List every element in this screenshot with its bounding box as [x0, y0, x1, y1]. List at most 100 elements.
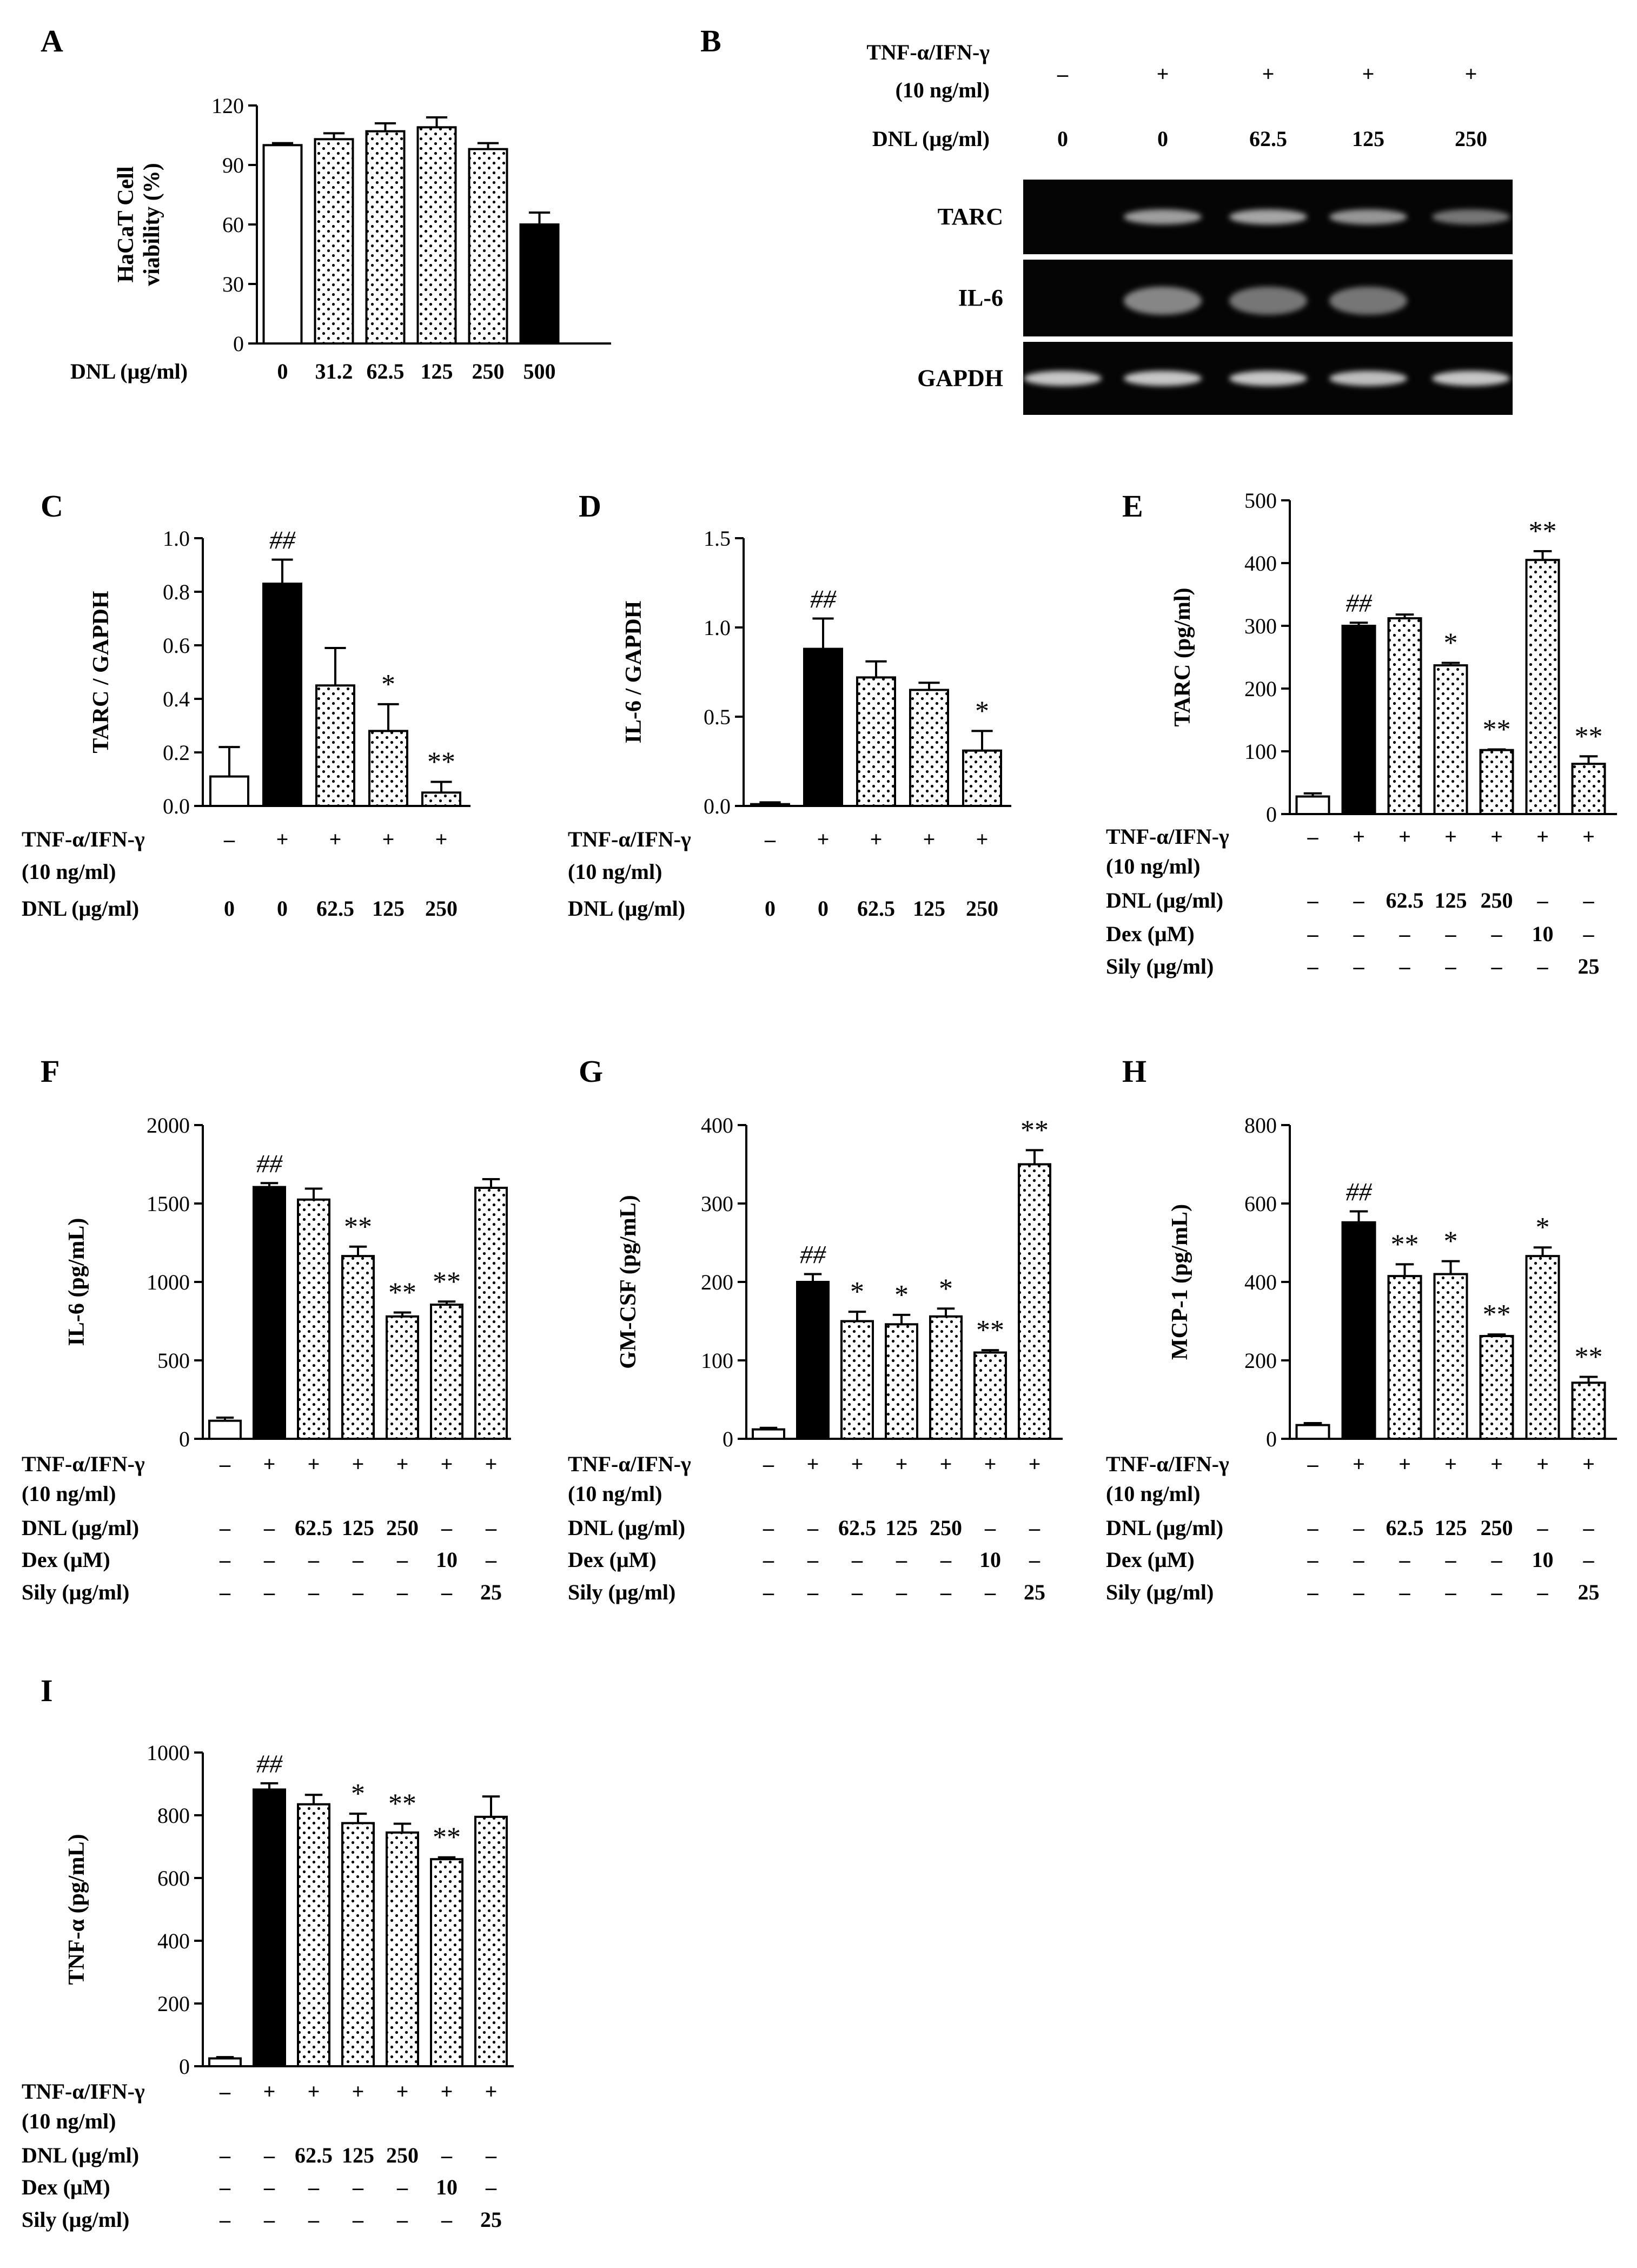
treatment-value: +: [263, 2079, 276, 2104]
y-axis-label: HaCaT Cell: [114, 166, 138, 282]
treatment-label: TNF-α/IFN-γ: [1106, 824, 1229, 849]
treatment-value: –: [984, 1516, 996, 1540]
y-tick-label: 0.6: [163, 633, 190, 658]
bar: [208, 2057, 242, 2067]
bar: [750, 803, 790, 807]
treatment-value: –: [1307, 1516, 1319, 1540]
treatment-label: (10 ng/ml): [1106, 854, 1200, 878]
y-axis-label: IL-6 / GAPDH: [621, 601, 646, 744]
bar: [1433, 664, 1468, 815]
y-tick-label: 1.5: [704, 526, 731, 551]
band-label: GAPDH: [917, 365, 1003, 392]
bar: [386, 1831, 419, 2067]
treatment-value: –: [219, 1452, 231, 1476]
treatment-value: +: [263, 1452, 276, 1476]
treatment-value: –: [1399, 954, 1411, 978]
significance-mark: *: [850, 1277, 864, 1307]
treatment-value: +: [276, 827, 289, 851]
treatment-value: –: [896, 1548, 907, 1572]
treatment-value: +: [851, 1452, 864, 1476]
treatment-value: –: [1353, 1580, 1365, 1604]
treatment-label: Sily (μg/ml): [1106, 954, 1214, 978]
y-tick-label: 600: [157, 1866, 190, 1890]
treatment-value: –: [1445, 1580, 1457, 1604]
bar: [416, 126, 457, 345]
treatment-value: 62.5: [1386, 888, 1424, 913]
treatment-value: 500: [523, 359, 556, 383]
treatment-value: –: [308, 2175, 320, 2199]
treatment-value: –: [441, 2143, 453, 2167]
treatment-value: +: [1582, 824, 1595, 849]
blot-band: [1229, 371, 1307, 386]
treatment-value: +: [1399, 824, 1411, 849]
bar: [1341, 1221, 1376, 1440]
treatment-value: +: [940, 1452, 952, 1476]
treatment-label: (10 ng/ml): [568, 859, 662, 884]
treatment-label: DNL (μg/ml): [1106, 888, 1223, 913]
y-tick-label: 1500: [147, 1192, 190, 1216]
bar: [430, 1304, 463, 1440]
significance-mark: *: [1444, 627, 1458, 658]
treatment-value: 250: [386, 1516, 419, 1540]
treatment-value: +: [485, 2079, 498, 2104]
panel-f: F 0 500 1000 1500 2000 IL-6 (pg/mL) ## ** ** ** TNF…: [22, 1054, 511, 1604]
treatment-value: 10: [1532, 1548, 1554, 1572]
blot-band: [1329, 209, 1407, 224]
treatment-value: –: [1583, 1548, 1595, 1572]
blot-treatment-value: 0: [1157, 127, 1168, 151]
treatment-value: 125: [342, 1516, 374, 1540]
treatment-value: +: [352, 1452, 364, 1476]
treatment-value: –: [1491, 1580, 1503, 1604]
bar: [430, 1858, 463, 2067]
blot-band: [1124, 371, 1202, 386]
treatment-value: +: [923, 827, 936, 851]
treatment-value: 250: [1481, 888, 1513, 913]
panel-a: A 0 30 60 90 120 HaCaT Cell viability (%) DNL (μ…: [41, 23, 611, 383]
treatment-value: –: [1353, 954, 1365, 978]
bar: [973, 1351, 1007, 1440]
treatment-value: –: [485, 1548, 497, 1572]
treatment-value: 0: [765, 896, 776, 921]
significance-mark: **: [1020, 1115, 1049, 1146]
treatment-label: (10 ng/ml): [568, 1482, 662, 1506]
significance-mark: **: [976, 1315, 1004, 1346]
treatment-value: 125: [1435, 888, 1467, 913]
treatment-value: –: [1399, 922, 1411, 946]
treatment-value: 10: [1532, 922, 1554, 946]
y-tick-label: 120: [211, 94, 244, 118]
blot-treatment-value: +: [1362, 62, 1375, 86]
blot-treatment-label: DNL (μg/ml): [872, 127, 990, 151]
treatment-value: –: [1307, 1548, 1319, 1572]
treatment-value: –: [1307, 824, 1319, 849]
y-tick-label: 300: [701, 1192, 733, 1216]
treatment-value: 25: [1578, 954, 1600, 978]
significance-mark: **: [1483, 1299, 1511, 1330]
y-axis-label: GM-CSF (pg/mL): [616, 1195, 641, 1369]
y-tick-label: 200: [701, 1270, 733, 1294]
treatment-value: –: [1537, 1516, 1549, 1540]
y-tick-label: 30: [222, 272, 244, 296]
treatment-value: –: [396, 2207, 408, 2232]
treatment-value: –: [764, 827, 776, 851]
treatment-value: –: [263, 1516, 275, 1540]
treatment-value: –: [763, 1580, 774, 1604]
treatment-value: +: [1399, 1452, 1411, 1476]
blot-band: [1329, 287, 1407, 315]
treatment-label: TNF-α/IFN-γ: [568, 827, 691, 851]
significance-mark: *: [939, 1273, 953, 1304]
treatment-value: –: [851, 1548, 863, 1572]
treatment-value: +: [1444, 1452, 1457, 1476]
treatment-label: DNL (μg/ml): [22, 2143, 139, 2167]
bar: [386, 1315, 419, 1440]
treatment-value: –: [223, 827, 235, 851]
treatment-value: 31.2: [315, 359, 353, 383]
treatment-value: +: [984, 1452, 997, 1476]
treatment-value: –: [1537, 1580, 1549, 1604]
y-tick-label: 0.0: [704, 794, 731, 818]
blot-band: [1329, 371, 1407, 386]
blot-band: [1124, 287, 1202, 315]
treatment-value: 62.5: [838, 1516, 876, 1540]
treatment-value: –: [352, 2175, 364, 2199]
